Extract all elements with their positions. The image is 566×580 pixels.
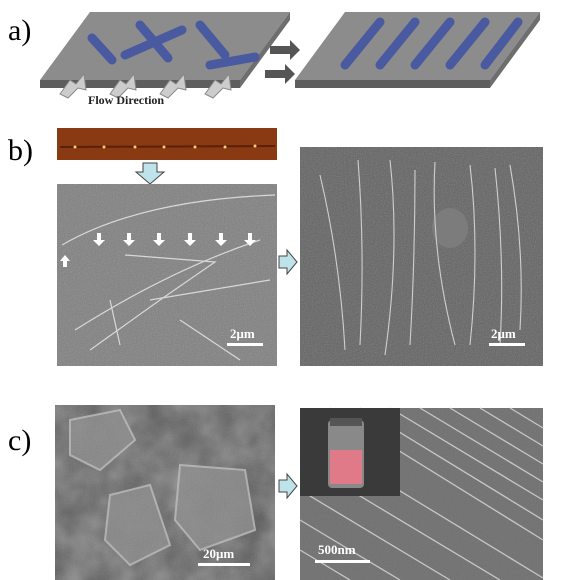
sem-image (55, 405, 275, 580)
panel-label: a) (8, 14, 31, 47)
scale-bar-label: 2μm (230, 326, 255, 341)
panel-label: c) (8, 424, 31, 457)
sem-image (57, 184, 277, 366)
scale-bar-label: 20μm (203, 546, 234, 561)
scale-bar-label: 500nm (318, 542, 356, 557)
arrow (278, 248, 298, 276)
panel-label: b) (8, 134, 33, 167)
arrow (134, 162, 166, 185)
schematic (40, 12, 540, 99)
sem-image (299, 407, 544, 580)
caption: Flow Direction (88, 93, 164, 107)
scale-bar-label: 2μm (491, 326, 516, 341)
arrow (278, 472, 298, 500)
afm-image (57, 128, 277, 160)
sem-image (300, 147, 543, 366)
